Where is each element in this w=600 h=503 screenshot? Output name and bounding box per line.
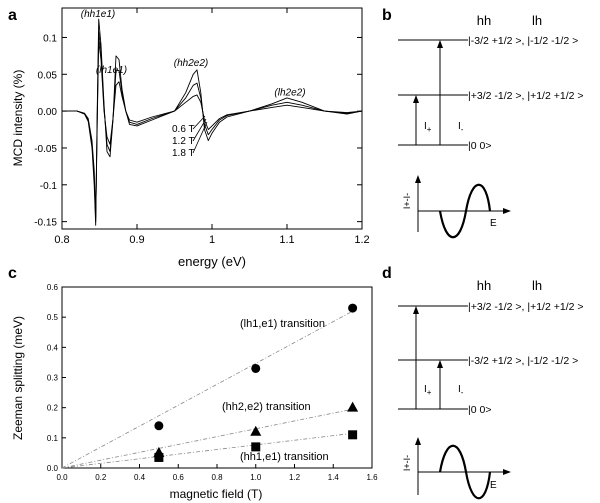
middle-state-label: |+3/2 -1/2 >, |+1/2 +1/2 > xyxy=(468,90,584,102)
upper-state-label: |+3/2 -1/2 >, |+1/2 +1/2 > xyxy=(468,301,584,313)
inset-x-label: E xyxy=(490,218,497,229)
y-tick-label: 0.3 xyxy=(47,374,59,383)
inset-y-label: I+-I- xyxy=(402,193,412,209)
energy-level-diagram-b: hh lh |-3/2 +1/2 >, |-1/2 -1/2 > |+3/2 -… xyxy=(398,13,584,239)
y-axis-label: Zeeman splitting (meV) xyxy=(11,316,25,440)
data-point-triangle xyxy=(347,401,359,412)
peak-annotation: (hh1e1) xyxy=(81,9,115,20)
y-tick-label: 0.6 xyxy=(47,283,59,292)
series-label-hh1e1: (hh1,e1) transition xyxy=(240,451,329,463)
data-point-circle xyxy=(251,363,261,373)
plot-frame xyxy=(61,7,363,230)
y-tick-label: 0.5 xyxy=(47,313,59,322)
middle-state-label: |-3/2 +1/2 >, |-1/2 -1/2 > xyxy=(468,355,578,367)
ground-state-label: |0 0> xyxy=(468,140,491,152)
field-pointer-0 xyxy=(192,115,206,130)
inset-y-label: I+-I- xyxy=(402,455,412,471)
inset-y-arrowhead xyxy=(415,437,421,445)
transition-arrowhead-plus xyxy=(413,95,419,103)
mcd-sketch-curve xyxy=(438,444,492,500)
x-tick-label: 0.8 xyxy=(211,473,223,482)
x-tick-label: 1.1 xyxy=(279,234,294,246)
field-pointer-2 xyxy=(192,121,208,154)
fit-line-2 xyxy=(61,432,353,469)
inset-x-label: E xyxy=(490,480,497,491)
x-tick-label: 1.2 xyxy=(354,234,369,246)
transition-arrowhead-minus xyxy=(437,40,443,48)
x-tick-label: 0.4 xyxy=(134,473,146,482)
fit-line-0 xyxy=(61,310,353,469)
x-tick-label: 0.8 xyxy=(54,234,69,246)
field-label-0: 0.6 T xyxy=(172,124,195,135)
x-axis-label: magnetic field (T) xyxy=(170,487,263,501)
x-tick-label: 0.2 xyxy=(95,473,107,482)
y-tick-label: -0.1 xyxy=(40,181,58,192)
panel-label-b: b xyxy=(382,7,392,24)
y-tick-label: 0.00 xyxy=(38,107,58,118)
peak-annotation: (lh1e1) xyxy=(96,65,127,76)
mcd-sketch-curve xyxy=(438,183,492,239)
lh-column-label: lh xyxy=(532,13,542,28)
data-point-square xyxy=(251,442,261,452)
i-minus-label: I- xyxy=(458,121,464,134)
field-labels: 0.6 T 1.2 T 1.8 T xyxy=(172,115,208,159)
inset-x-arrowhead xyxy=(503,469,511,475)
y-tick-label: 0.4 xyxy=(47,343,59,352)
mcd-spectrum-chart: 0.8 0.9 1 1.1 1.2 -0.15 -0.1 -0.05 0.00 0.05 0.1 (… xyxy=(11,7,370,269)
y-tick-label: 0.1 xyxy=(43,33,57,44)
ground-state-label: |0 0> xyxy=(468,404,491,416)
x-tick-label: 0.9 xyxy=(129,234,144,246)
hh-column-label: hh xyxy=(477,13,491,28)
y-tick-label: -0.05 xyxy=(34,144,57,155)
panel-label-a: a xyxy=(8,7,17,24)
x-tick-label: 1.2 xyxy=(289,473,301,482)
series-label-hh2e2: (hh2,e2) transition xyxy=(222,401,311,413)
i-minus-label: I- xyxy=(458,384,464,397)
x-tick-label: 1 xyxy=(209,234,215,246)
lh-column-label: lh xyxy=(532,278,542,293)
data-point-square xyxy=(154,452,164,462)
x-axis-label: energy (eV) xyxy=(178,254,246,269)
x-tick-label: 0.6 xyxy=(173,473,185,482)
y-tick-label: 0.05 xyxy=(38,70,58,81)
transition-arrowhead-minus xyxy=(437,360,443,368)
field-pointer-1 xyxy=(192,118,207,142)
peak-annotation: (hh2e2) xyxy=(174,58,208,69)
y-tick-label: 0.0 xyxy=(47,464,59,473)
y-tick-label: 0.1 xyxy=(47,434,59,443)
transition-arrowhead-plus xyxy=(413,306,419,314)
energy-level-diagram-d: hh lh |+3/2 -1/2 >, |+1/2 +1/2 > |-3/2 +… xyxy=(398,278,584,500)
upper-state-label: |-3/2 +1/2 >, |-1/2 -1/2 > xyxy=(468,35,578,47)
data-point-square xyxy=(348,430,358,440)
field-label-1: 1.2 T xyxy=(172,136,195,147)
mcd-sketch-inset-b: I+-I- E xyxy=(402,175,511,239)
peak-annotation: (lh2e2) xyxy=(274,88,305,99)
inset-x-arrowhead xyxy=(503,208,511,214)
zeeman-splitting-chart: 0.0 0.2 0.4 0.6 0.8 1.0 1.2 1.4 1.6 0.0 0.1 0.2 0.3 0… xyxy=(11,283,378,501)
series-line-1 xyxy=(62,31,363,223)
hh-column-label: hh xyxy=(477,278,491,293)
data-point-circle xyxy=(154,421,164,431)
field-label-2: 1.8 T xyxy=(172,148,195,159)
series-label-lh1e1: (lh1,e1) transition xyxy=(240,318,325,330)
x-tick-label: 1.4 xyxy=(328,473,340,482)
panel-label-c: c xyxy=(8,265,17,282)
inset-y-arrowhead xyxy=(415,175,421,183)
x-tick-label: 0.0 xyxy=(56,473,68,482)
y-tick-label: -0.15 xyxy=(34,218,57,229)
plot-frame xyxy=(61,286,373,469)
series-line-2 xyxy=(62,18,363,226)
x-tick-label: 1.6 xyxy=(366,473,378,482)
data-point-triangle xyxy=(250,425,262,436)
x-tick-label: 1.0 xyxy=(250,473,262,482)
panel-label-d: d xyxy=(382,265,392,282)
y-axis-label: MCD intensity (%) xyxy=(11,70,25,167)
i-plus-label: I+ xyxy=(424,121,432,134)
y-tick-label: 0.2 xyxy=(47,404,59,413)
mcd-sketch-inset-d: I+-I- E xyxy=(402,437,511,500)
i-plus-label: I+ xyxy=(424,384,432,397)
data-point-circle xyxy=(348,303,358,313)
